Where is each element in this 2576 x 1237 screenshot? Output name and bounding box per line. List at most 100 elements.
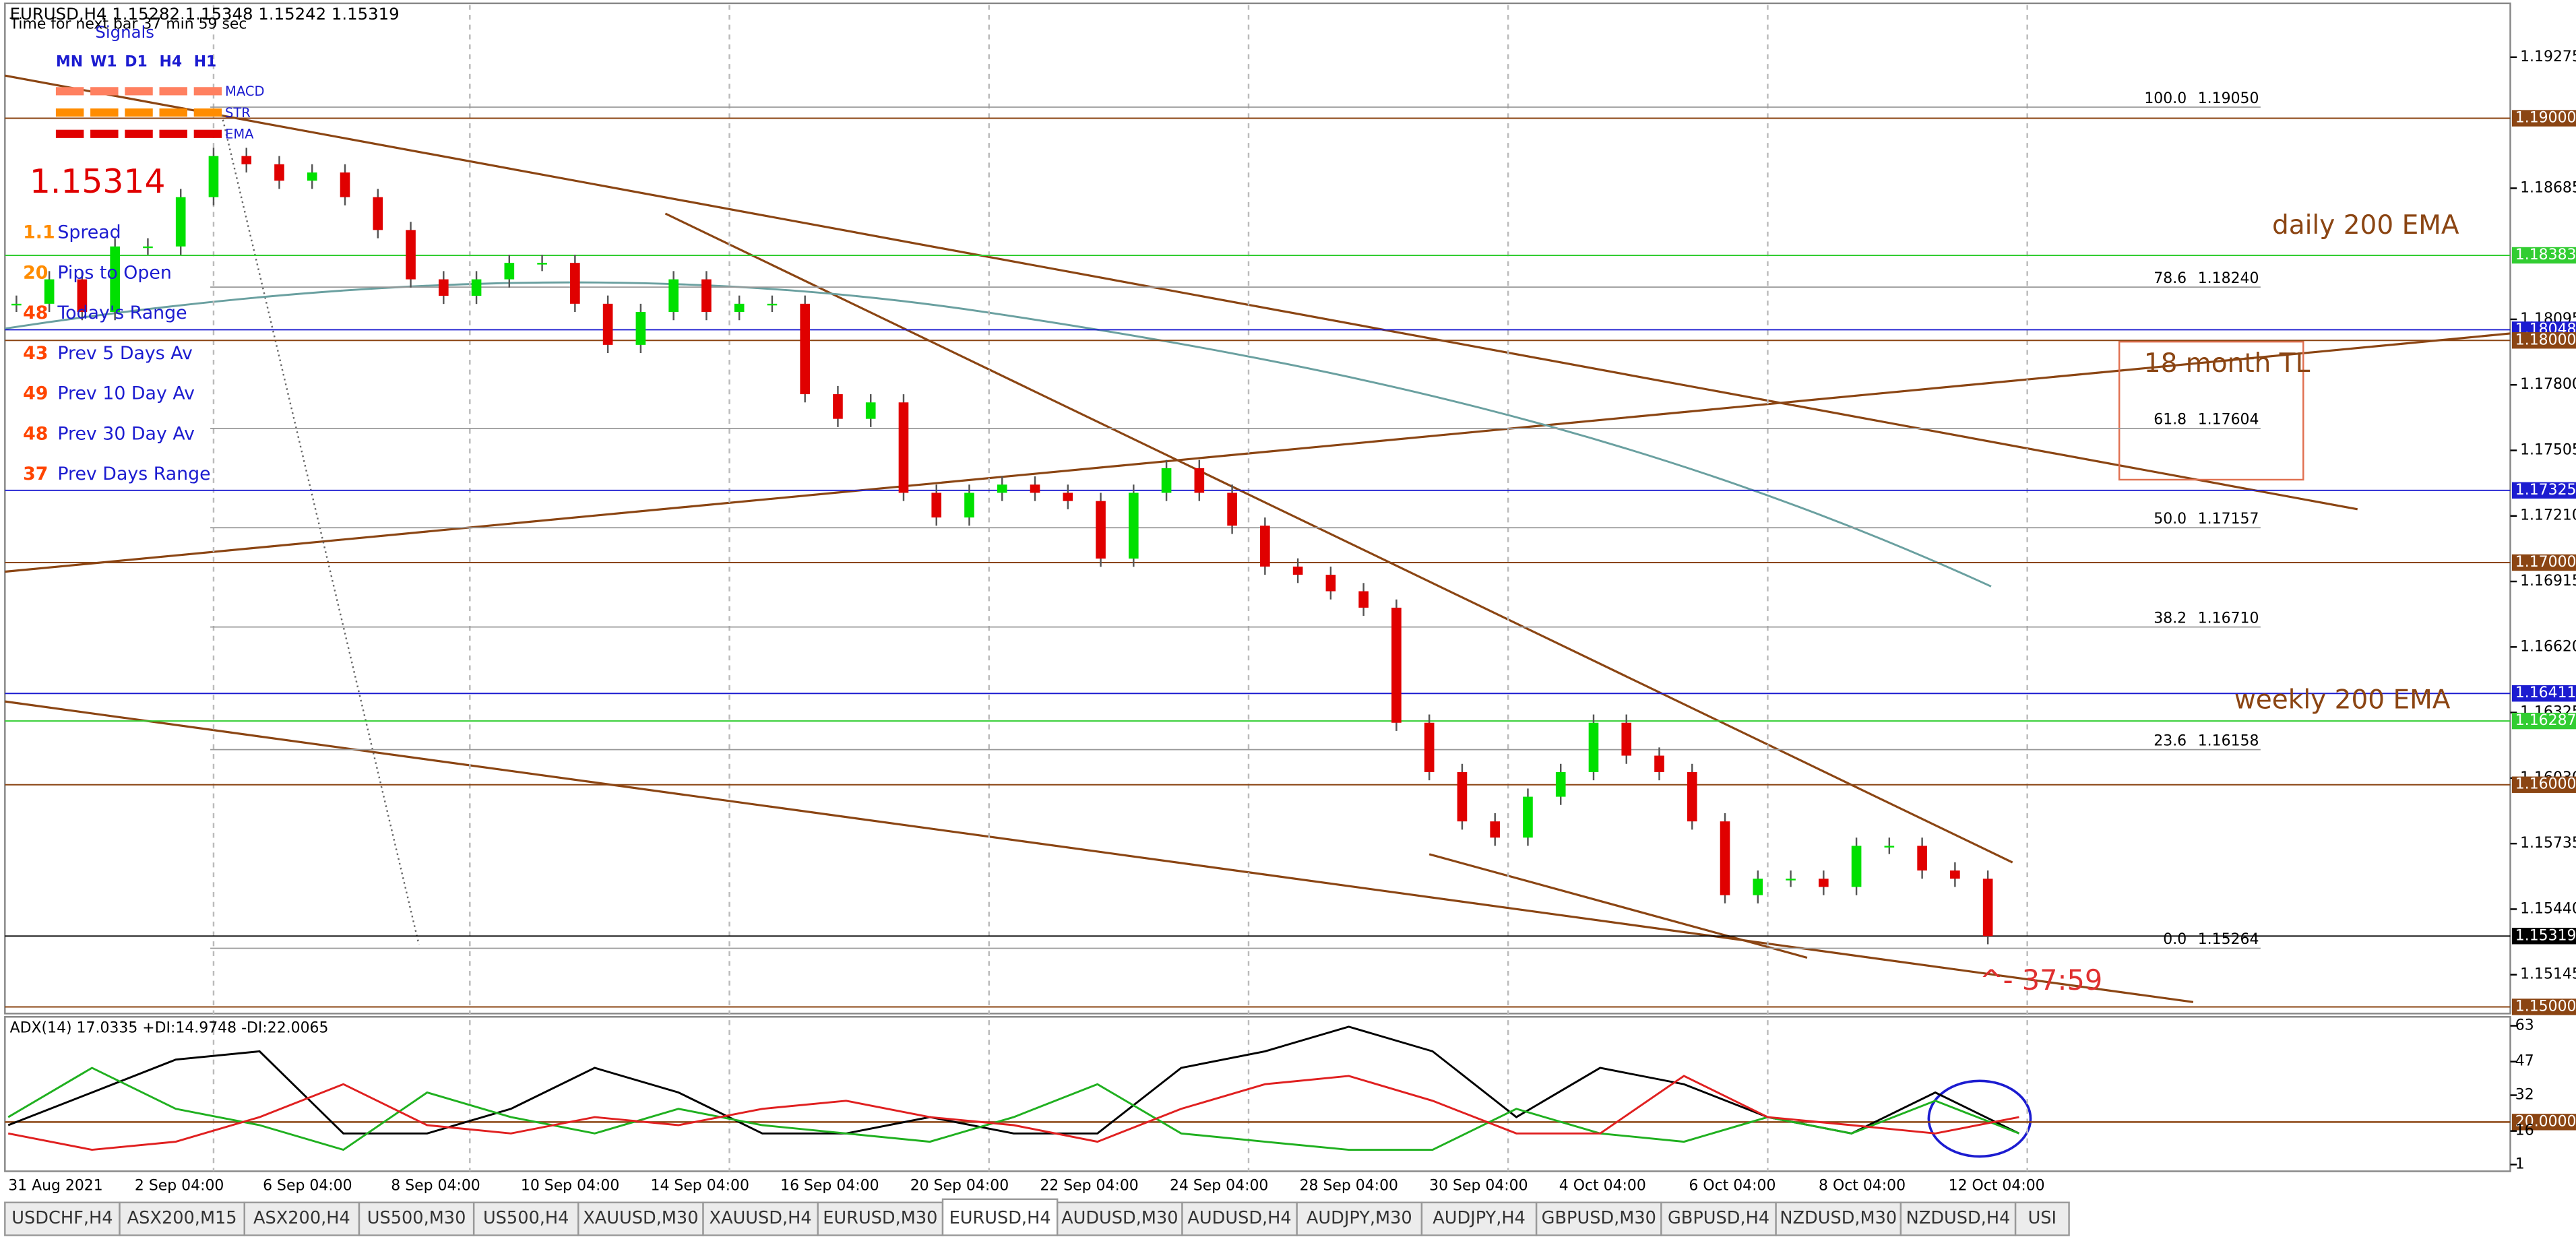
timeframe: D1 (125, 54, 147, 71)
indicator-name: MACD (225, 84, 264, 99)
tab-label[interactable]: XAUUSD,M30 (583, 1208, 698, 1228)
info-number: 49 (23, 383, 48, 404)
candle (1457, 771, 1468, 822)
tab-label[interactable]: GBPUSD,H4 (1668, 1208, 1769, 1228)
x-tick-label: 12 Oct 04:00 (1949, 1177, 2045, 1194)
fib-price: 1.17604 (2198, 412, 2259, 429)
tab[interactable] (1899, 1201, 2017, 1236)
y-tick-label: 1.15440 (2520, 900, 2576, 917)
fib-ratio: 23.6 (2154, 732, 2187, 749)
candle (701, 279, 712, 313)
chart-frame (4, 2, 2511, 1015)
x-tick-label: 31 Aug 2021 (8, 1177, 103, 1194)
tab[interactable] (4, 1201, 121, 1236)
candle (898, 402, 909, 493)
y-tick-label: 1.16915 (2520, 573, 2576, 590)
y-tick-label: 1.18685 (2520, 179, 2576, 196)
tab-label[interactable]: USDCHF,H4 (11, 1208, 113, 1228)
indicator-name: EMA (225, 126, 254, 141)
tab-label[interactable]: XAUUSD,H4 (710, 1208, 812, 1228)
candle (208, 156, 219, 197)
candle (340, 172, 350, 197)
candle (175, 197, 186, 247)
level-label: 1.15319 (2515, 927, 2576, 944)
signal-cell (90, 129, 119, 138)
fib-price: 1.18240 (2198, 270, 2259, 287)
candle (537, 263, 547, 265)
candle (1260, 526, 1270, 567)
info-label: Prev Days Range (57, 464, 210, 484)
tab[interactable] (941, 1198, 1059, 1236)
tab[interactable] (1535, 1201, 1662, 1236)
tab-label[interactable]: AUDUSD,M30 (1061, 1208, 1178, 1228)
fib-price: 1.19050 (2198, 90, 2259, 107)
signal-cell (159, 108, 187, 117)
trend-line (664, 212, 2013, 864)
candle (1950, 870, 1960, 879)
candle (1555, 771, 1566, 797)
level-label: 1.17000 (2515, 554, 2576, 571)
y-tick-label: 63 (2515, 1017, 2534, 1034)
tab-label[interactable]: US500,H4 (483, 1208, 569, 1228)
candle (1523, 796, 1533, 838)
info-number: 43 (23, 343, 48, 364)
tab-label[interactable]: EURUSD,M30 (823, 1208, 937, 1228)
tab-label[interactable]: AUDJPY,M30 (1307, 1208, 1412, 1228)
tab[interactable] (1181, 1201, 1298, 1236)
candle (997, 484, 1007, 493)
tab-label[interactable]: EURUSD,H4 (949, 1208, 1051, 1228)
fib-ratio: 38.2 (2154, 610, 2187, 627)
tab-label[interactable]: US500,M30 (367, 1208, 466, 1228)
annotation: daily 200 EMA (2272, 210, 2459, 241)
tab-label[interactable]: NZDUSD,M30 (1780, 1208, 1897, 1228)
tab-label[interactable]: AUDJPY,H4 (1433, 1208, 1526, 1228)
signal-cell (159, 129, 187, 138)
info-number: 20 (23, 262, 48, 283)
tab-label[interactable]: USI (2028, 1208, 2057, 1228)
tab[interactable] (817, 1201, 944, 1236)
level-tag (2511, 776, 2576, 793)
adx-circle (1927, 1079, 2032, 1158)
tab-label[interactable]: ASX200,H4 (253, 1208, 350, 1228)
x-tick-label: 6 Oct 04:00 (1689, 1177, 1776, 1194)
tab-label[interactable]: ASX200,M15 (127, 1208, 237, 1228)
candle (1588, 722, 1599, 772)
tab[interactable] (119, 1201, 246, 1236)
tab[interactable] (1296, 1201, 1423, 1236)
tab-label[interactable]: NZDUSD,H4 (1906, 1208, 2011, 1228)
y-tick-label: 1.17210 (2520, 507, 2576, 524)
signal-cell (55, 87, 84, 96)
timeframe: H4 (159, 54, 182, 71)
tab[interactable] (358, 1201, 475, 1236)
signal-cell (55, 129, 84, 138)
signal-cell (90, 108, 119, 117)
tab-label[interactable]: AUDUSD,H4 (1187, 1208, 1291, 1228)
tab[interactable] (243, 1201, 360, 1236)
y-tick-label: 47 (2515, 1053, 2534, 1070)
fib-price: 1.16710 (2198, 610, 2259, 627)
y-tick-label: 1.16620 (2520, 638, 2576, 655)
tab[interactable] (1660, 1201, 1777, 1236)
tab[interactable] (577, 1201, 704, 1236)
y-tick-label: 1.15145 (2520, 966, 2576, 983)
y-tick-label: 20.0000 (2515, 1113, 2576, 1130)
level-tag (2511, 110, 2576, 127)
candle (1982, 879, 1993, 937)
info-number: 1.1 (23, 222, 55, 243)
y-tick-label: 1.17505 (2520, 441, 2576, 458)
candle (1819, 879, 1829, 887)
candle (307, 172, 317, 181)
info-label: Prev 5 Days Av (57, 343, 193, 364)
tab[interactable] (1056, 1201, 1183, 1236)
candle (1917, 846, 1927, 871)
x-tick-label: 10 Sep 04:00 (521, 1177, 619, 1194)
candle (1194, 468, 1205, 493)
fib-ratio: 78.6 (2154, 270, 2187, 287)
tab-label[interactable]: GBPUSD,M30 (1542, 1208, 1656, 1228)
tab[interactable] (2014, 1201, 2070, 1236)
hud: EURUSD,H4 1.15282 1.15348 1.15242 1.1531… (9, 4, 2459, 1036)
x-tick-label: 8 Sep 04:00 (391, 1177, 480, 1194)
